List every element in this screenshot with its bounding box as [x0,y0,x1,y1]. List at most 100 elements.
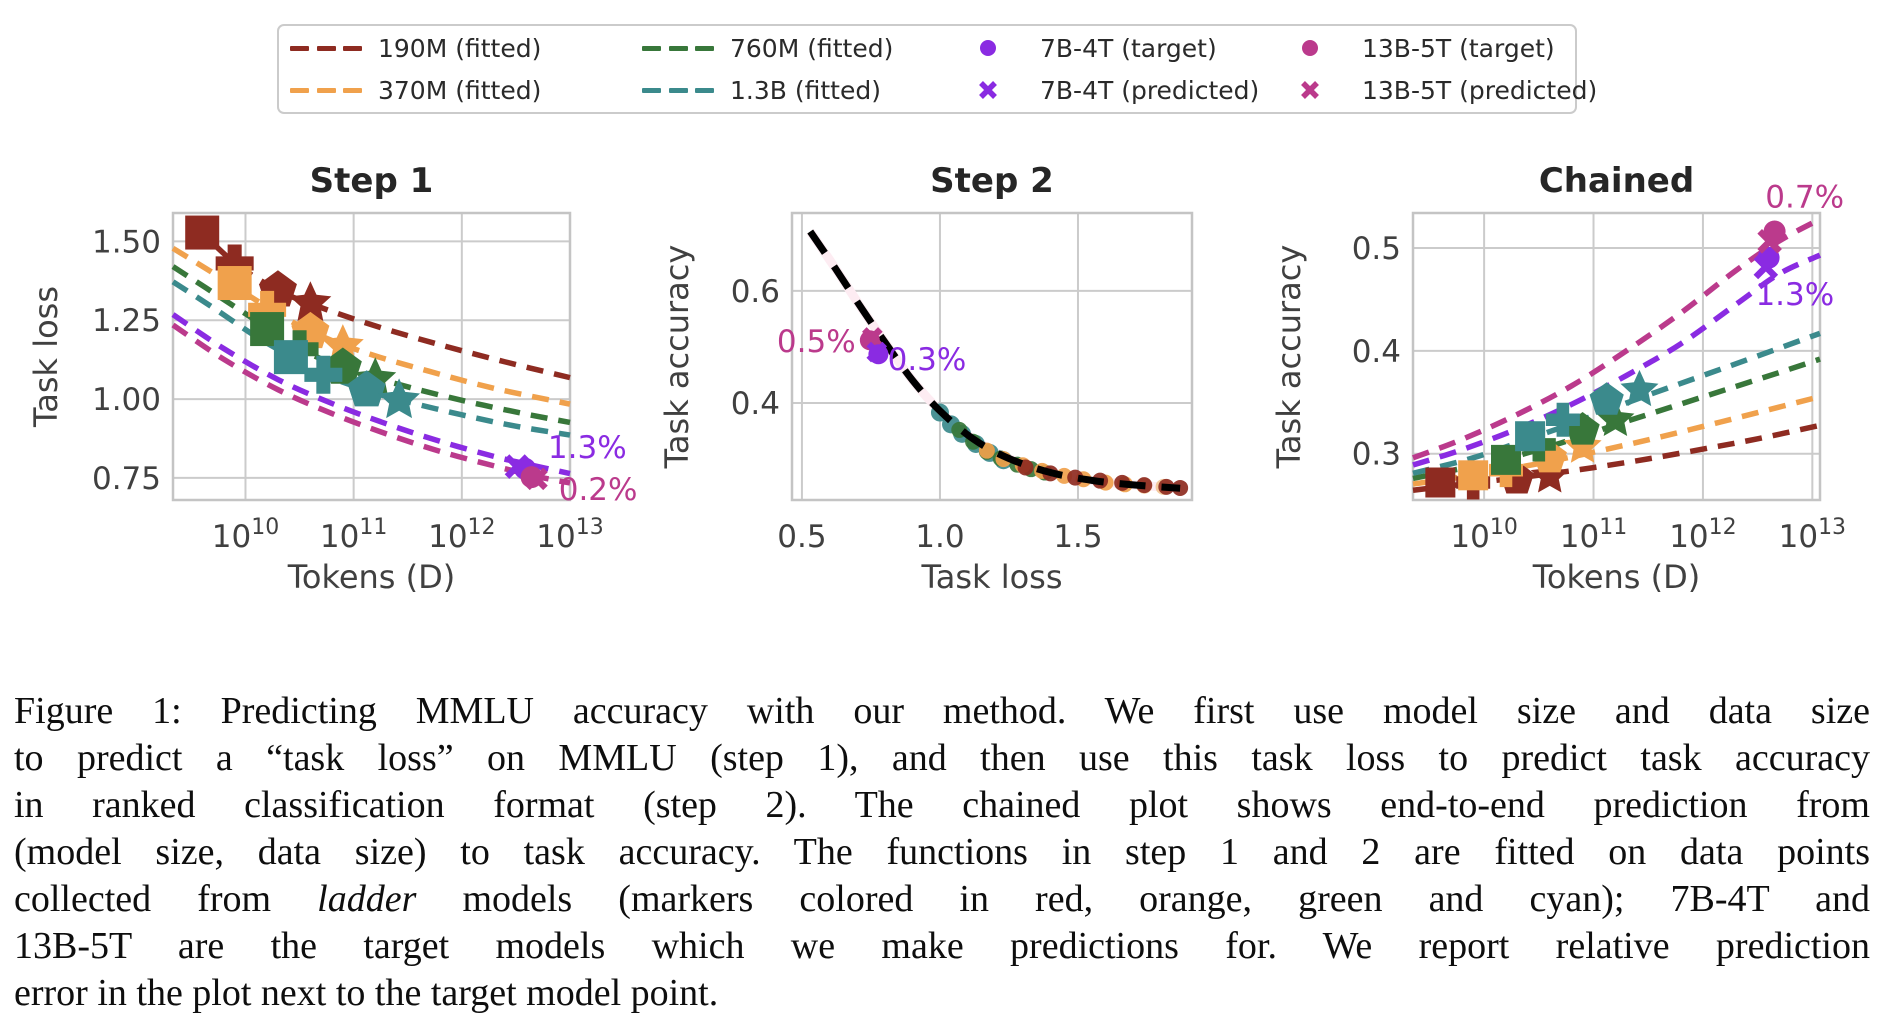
fitted-curve-m7b [1412,252,1822,468]
x-tick-label: 1011 [320,515,387,555]
y-axis-label: Task accuracy [1270,245,1308,470]
x-tick-label: 1013 [1779,515,1846,555]
axes-frame [171,211,572,502]
marker-m7b-cross [866,341,888,363]
caption-line-6: 13B-5T are the target models which we ma… [14,925,1870,967]
legend-item-13b-5t-target: 13B-5T (target) [1274,28,1574,68]
axes-frame [790,211,1194,502]
dashed-line-icon [290,45,362,51]
legend-item-7b-4t-target: 7B-4T (target) [952,28,1274,68]
marker-m1_3-star [1620,369,1659,407]
x-axis-label: Tokens (D) [1532,558,1701,596]
legend-item-label: 760M (fitted) [730,33,894,63]
marker-m1_3-pentagon [347,370,386,407]
annotation-1-3: 1.3% [548,430,627,466]
x-marker-icon [952,78,1024,102]
dashed-line-icon [642,45,714,51]
y-tick-label: 0.4 [1352,334,1401,370]
dashed-line-icon [290,87,362,93]
marker-m190-star [289,281,332,321]
annotation-1-3: 1.3% [1755,277,1834,313]
marker-m1_3-plus [304,355,343,394]
y-tick-label: 1.25 [92,303,161,339]
legend-item-label: 7B-4T (predicted) [1040,75,1260,105]
x-tick-label: 1010 [1450,515,1517,555]
caption-line-5-post: models (markers colored in red, orange, … [416,878,1870,920]
annotation-0-3: 0.3% [888,342,967,378]
legend-item-7b-4t-predicted: 7B-4T (predicted) [952,70,1274,110]
x-tick-label: 1012 [1669,515,1736,555]
fitted-curve-m13b [1412,216,1822,461]
legend-item-190m-fitted: 190M (fitted) [290,28,642,68]
annotation-0-5: 0.5% [777,324,856,360]
marker-m370-square [217,266,252,301]
y-axis-label: Task loss [27,286,65,428]
legend-item-label: 13B-5T (target) [1362,33,1555,63]
legend-item-label: 1.3B (fitted) [730,75,881,105]
marker-m1_3-square [273,340,308,375]
caption-line-4: (model size, data size) to task accuracy… [14,831,1870,873]
x-tick-label: 1012 [428,515,495,555]
y-axis-label: Task accuracy [658,245,696,470]
marker-m190-square [185,215,220,250]
chart-chained: 0.7% 1.3% 1010 1011 1012 1013 0.3 0.4 0.5 Tokens … [1270,161,1846,596]
x-tick-label: 1011 [1560,515,1627,555]
fitted-curve-m190 [1412,422,1821,493]
chart-title-chained: Chained [1539,161,1694,201]
legend-item-label: 190M (fitted) [378,33,542,63]
annotation-0-2: 0.2% [559,472,638,508]
marker-m370-star [321,324,364,364]
y-tick-label: 0.6 [731,274,780,310]
dashed-line-icon [642,87,714,93]
x-axis-label: Task loss [920,558,1062,596]
legend-item-370m-fitted: 370M (fitted) [290,70,642,110]
caption-line-5: collected from ladder models (markers co… [14,876,1870,923]
caption-line-5-italic: ladder [317,878,417,920]
caption-line-2: to predict a “task loss” on MMLU (step 1… [14,737,1870,779]
marker-m1_3-pentagon [1589,382,1624,415]
marker-m190-star [1530,456,1569,493]
circle-marker-icon [952,40,1024,56]
marker-m13b-circle [520,466,543,489]
circle-marker-icon [1274,40,1346,56]
caption-line-7: error in the plot next to the target mod… [14,972,719,1014]
chart-step2: 0.5% 0.3% 0.5 1.0 1.5 0.4 0.6 Task loss Task acc… [658,161,1194,596]
marker-m190-square [1425,467,1456,498]
x-axis-label: Tokens (D) [287,558,456,596]
marker-m760-star [1596,399,1635,436]
fitted-curve-m13b [171,322,571,486]
fitted-curve-fit2 [807,229,1181,492]
legend-item-13b-5t-predicted: 13B-5T (predicted) [1274,70,1597,110]
x-tick-label: 0.5 [777,519,826,555]
marker-m370-square [1458,460,1489,491]
marker-m370-plus [248,290,287,329]
x-tick-label: 1010 [212,515,279,555]
axes-frame [1411,211,1822,502]
x-tick-label: 1013 [536,515,603,555]
legend-item-label: 13B-5T (predicted) [1362,75,1598,105]
y-tick-label: 0.3 [1352,437,1401,473]
marker-m190-plus [215,244,254,283]
caption-line-5-pre: collected from [14,878,318,920]
y-tick-label: 0.75 [92,461,161,497]
fitted-curve-m190 [194,225,571,381]
legend-item-1-3b-fitted: 1.3B (fitted) [642,70,952,110]
legend-item-label: 7B-4T (target) [1040,33,1217,63]
y-tick-label: 0.4 [731,386,780,422]
x-tick-label: 1.0 [915,519,964,555]
figure-charts: 1.3%0.2%1010 1011 1012 10130.751.001.251.50… [27,161,1846,596]
legend-item-760m-fitted: 760M (fitted) [642,28,952,68]
marker-m1_3-square [1515,421,1546,452]
figure-caption: Figure 1: Predicting MMLU accuracy with … [14,688,1870,1017]
chart-step1: 1.3% 0.2% 1010 1011 1012 1013 0.75 1.00 1.25 1.50… [27,161,638,596]
figure-legend: 190M (fitted) 760M (fitted) 7B-4T (target)… [277,24,1597,114]
caption-line-1: Figure 1: Predicting MMLU accuracy with … [14,690,1870,732]
x-tick-label: 1.5 [1053,519,1102,555]
y-tick-label: 1.00 [92,382,161,418]
chart-title-step1: Step 1 [310,161,434,201]
y-tick-label: 0.5 [1352,231,1401,267]
marker-m1_3-plus [1545,402,1580,437]
caption-line-3: in ranked classification format (step 2)… [14,784,1870,826]
marker-m1_3-star [378,378,421,419]
legend-item-label: 370M (fitted) [378,75,542,105]
